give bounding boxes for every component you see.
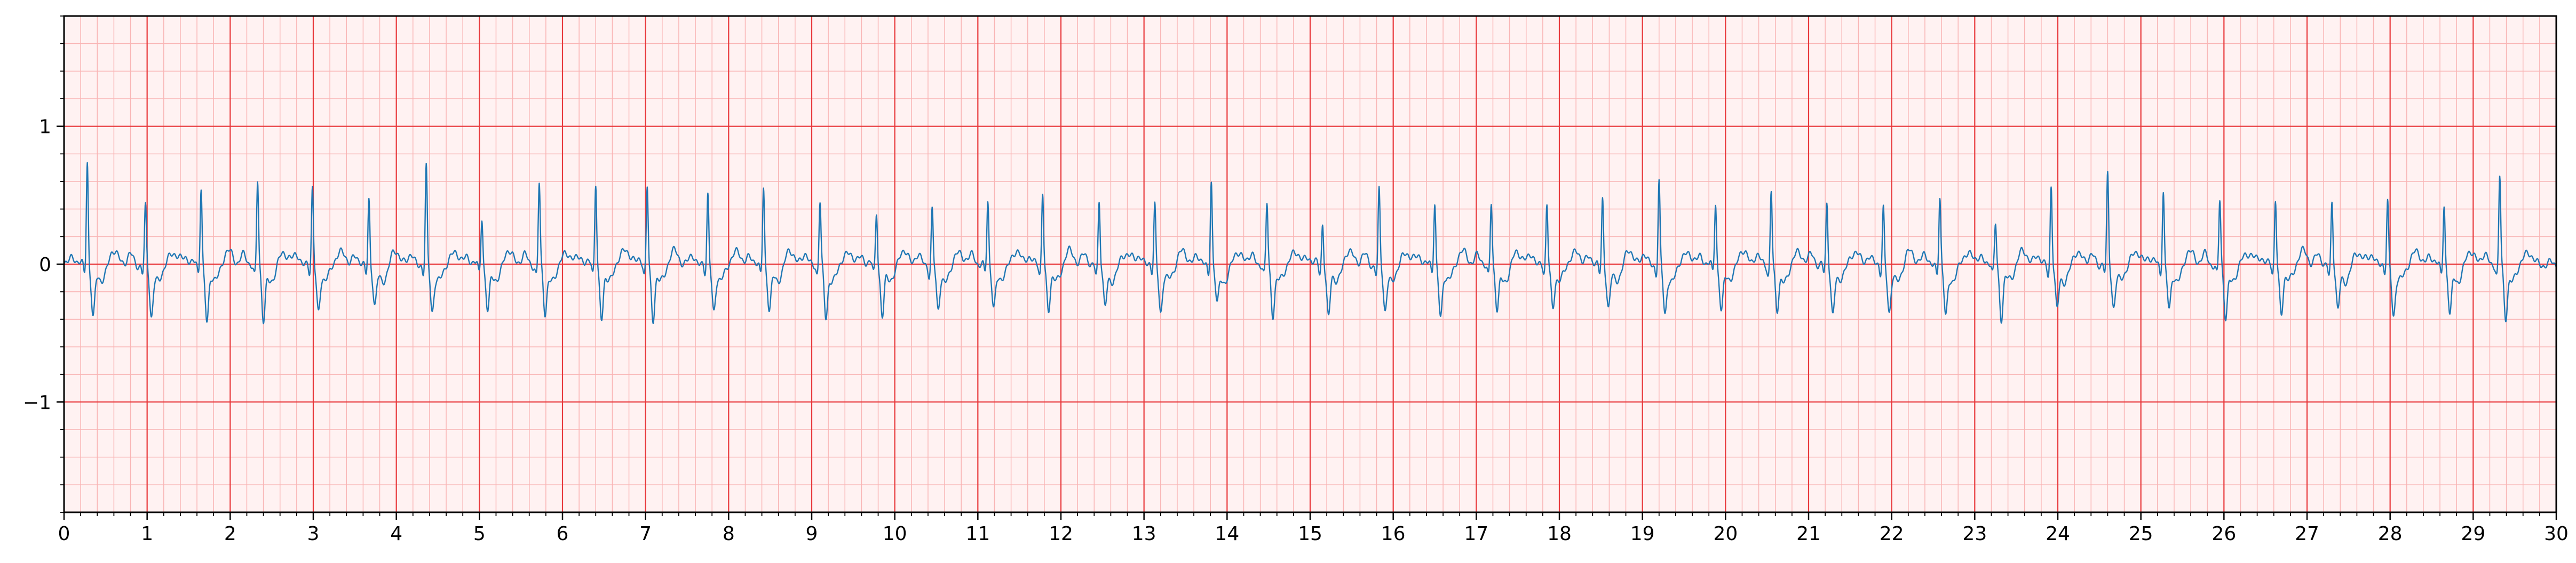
- x-tick-label: 21: [1796, 523, 1821, 545]
- x-tick-label: 13: [1132, 523, 1156, 545]
- x-tick-label: 22: [1880, 523, 1904, 545]
- x-tick-label: 19: [1630, 523, 1655, 545]
- x-tick-label: 23: [1962, 523, 1987, 545]
- x-tick-label: 0: [58, 523, 70, 545]
- x-tick-label: 25: [2129, 523, 2153, 545]
- x-tick-label: 30: [2544, 523, 2569, 545]
- x-tick-label: 29: [2461, 523, 2485, 545]
- y-tick-label: 0: [39, 254, 51, 276]
- x-tick-label: 17: [1464, 523, 1488, 545]
- x-tick-label: 20: [1713, 523, 1738, 545]
- x-tick-label: 16: [1381, 523, 1406, 545]
- y-tick-label: −1: [23, 392, 51, 414]
- x-tick-label: 15: [1298, 523, 1322, 545]
- x-tick-label: 27: [2295, 523, 2319, 545]
- x-tick-label: 18: [1547, 523, 1572, 545]
- x-tick-label: 9: [806, 523, 818, 545]
- x-tick-label: 4: [390, 523, 402, 545]
- x-tick-label: 28: [2378, 523, 2403, 545]
- x-tick-label: 12: [1049, 523, 1073, 545]
- x-tick-label: 1: [141, 523, 153, 545]
- x-tick-label: 26: [2212, 523, 2236, 545]
- x-tick-label: 14: [1215, 523, 1239, 545]
- y-axis: 1 0 −1: [23, 15, 64, 513]
- x-tick-label: 10: [883, 523, 907, 545]
- x-tick-label: 11: [965, 523, 990, 545]
- y-tick-label: 1: [39, 116, 51, 138]
- x-tick-label: 3: [307, 523, 320, 545]
- x-tick-label: 6: [557, 523, 569, 545]
- x-tick-label: 5: [473, 523, 486, 545]
- x-tick-label: 7: [639, 523, 652, 545]
- x-tick-label: 24: [2046, 523, 2070, 545]
- x-tick-label: 8: [723, 523, 735, 545]
- x-tick-label: 2: [224, 523, 236, 545]
- ecg-series-line: [63, 162, 2557, 324]
- x-axis: 0 1 2 3 4 5 6 7 8 9 10 11 12 13 14 15 16 17 18 19 20 21 22 23 24…: [58, 512, 2569, 545]
